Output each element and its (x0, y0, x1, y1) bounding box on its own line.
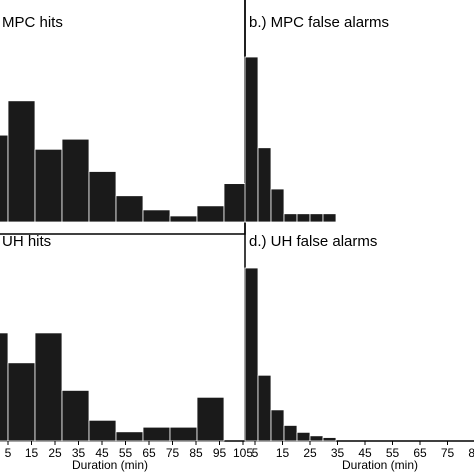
panel-d-bar-2 (270, 409, 285, 442)
panel-c-tick-label-10: 105 (233, 446, 253, 460)
panel-d-bars (244, 267, 337, 442)
panel-c-tick-label-7: 75 (166, 446, 180, 460)
panel-b-bar-1 (257, 147, 272, 223)
panel-d-bar-0 (244, 267, 259, 442)
panel-a-bar-0 (0, 134, 9, 223)
panel-b-bar-5 (309, 213, 324, 223)
panel-a-bars (0, 100, 252, 223)
panel-c-tick-label-2: 25 (48, 446, 62, 460)
panel-c-xlabel: Duration (min) (72, 458, 148, 472)
panel-a-title: MPC hits (2, 14, 63, 31)
panel-d-tick-label-5: 55 (386, 446, 400, 460)
panel-d-tick-label-8: 85 (468, 446, 474, 460)
panel-d-tick-label-3: 35 (331, 446, 345, 460)
panel-c-bar-2 (34, 332, 63, 442)
panel-c-bar-1 (7, 362, 36, 442)
panel-b-title: b.) MPC false alarms (249, 14, 389, 31)
panel-d-tick-label-4: 45 (358, 446, 372, 460)
panel-c-tick-label-4: 45 (95, 446, 109, 460)
panel-b-bar-4 (296, 213, 311, 223)
panel-b-bars (244, 56, 337, 223)
panel-d-tick-label-7: 75 (441, 446, 455, 460)
panel-c-tick-label-5: 55 (119, 446, 133, 460)
panel-a-bar-6 (142, 209, 171, 223)
panel-c-bar-5 (115, 431, 144, 442)
panel-c-tick-label-1: 15 (25, 446, 39, 460)
panel-d-tick-label-2: 25 (303, 446, 317, 460)
panel-d-xticks: 5 15 25 35 45 55 65 75 85 (252, 441, 474, 460)
panel-d-tick-label-1: 15 (276, 446, 290, 460)
panel-d-bar-6 (322, 437, 337, 442)
panel-d-tick-label-6: 65 (413, 446, 427, 460)
panel-c-tick-label-6: 65 (142, 446, 156, 460)
panel-c-tick-label-0: 5 (5, 446, 12, 460)
panel-c-tick-label-9: 95 (213, 446, 227, 460)
panel-a-bar-3 (61, 138, 90, 223)
panel-d-xlabel: Duration (min) (342, 458, 418, 472)
panel-a-bar-2 (34, 148, 63, 223)
panel-c-bar-7 (169, 426, 198, 442)
panel-d-title: d.) UH false alarms (249, 233, 377, 250)
panel-c-title: UH hits (2, 233, 51, 250)
panel-d-bar-3 (283, 425, 298, 442)
panel-d-bar-1 (257, 374, 272, 442)
panel-c-xticks: 5 15 25 35 45 55 65 75 85 95 105 (5, 441, 253, 460)
panel-a-bar-7 (169, 215, 198, 223)
panel-b-bar-3 (283, 213, 298, 223)
panel-c-bar-6 (142, 426, 171, 442)
panel-c-tick-label-8: 85 (189, 446, 203, 460)
panel-c-bars (0, 332, 225, 442)
panel-b-bar-0 (244, 56, 259, 223)
panel-a-bar-5 (115, 195, 144, 223)
panel-a-bar-1 (7, 100, 36, 223)
panel-b-bar-2 (270, 188, 285, 223)
panel-c-bar-8 (196, 396, 225, 442)
panel-c-bar-3 (61, 389, 90, 442)
panel-a-bar-8 (196, 205, 225, 223)
panel-a-bar-4 (88, 171, 117, 223)
panel-c-tick-label-3: 35 (72, 446, 86, 460)
panel-b-bar-6 (322, 213, 337, 223)
panel-c-bar-4 (88, 419, 117, 442)
panel-d-bar-4 (296, 431, 311, 442)
panel-d-tick-label-0: 5 (252, 446, 259, 460)
panel-c-bar-0 (0, 332, 9, 442)
panel-d-bar-5 (309, 435, 324, 442)
